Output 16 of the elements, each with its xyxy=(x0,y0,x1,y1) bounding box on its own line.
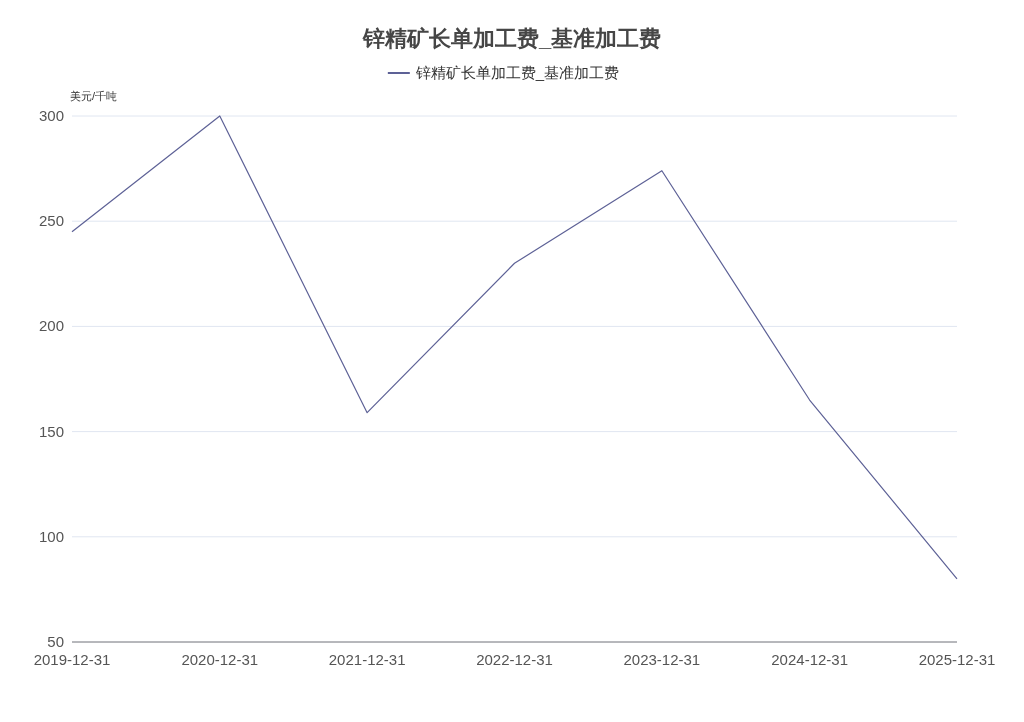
chart-title: 锌精矿长单加工费_基准加工费 xyxy=(361,26,662,51)
x-tick-label: 2020-12-31 xyxy=(181,651,259,668)
y-tick-label: 300 xyxy=(38,107,64,124)
y-tick-label: 100 xyxy=(38,527,64,545)
y-tick-label: 250 xyxy=(38,212,64,230)
y-tick-label: 200 xyxy=(38,317,64,335)
y-axis-title: 美元/千吨 xyxy=(70,90,118,102)
x-tick-label: 2022-12-31 xyxy=(476,651,553,668)
x-tick-label: 2023-12-31 xyxy=(623,651,701,668)
legend: 锌精矿长单加工费_基准加工费 xyxy=(386,64,620,81)
y-tick-label: 150 xyxy=(38,422,64,440)
x-tick-label: 2019-12-31 xyxy=(33,651,111,668)
y-tick-label: 50 xyxy=(47,633,64,650)
x-tick-label: 2024-12-31 xyxy=(771,651,848,668)
x-tick-label: 2021-12-31 xyxy=(328,651,406,668)
x-tick-label: 2025-12-31 xyxy=(918,651,996,668)
